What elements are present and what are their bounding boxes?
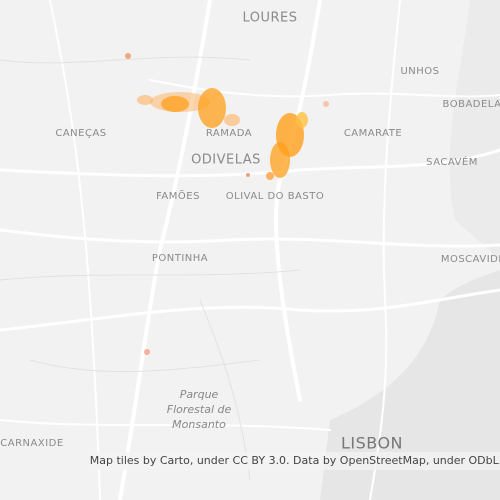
place-label: SACAVÉM	[426, 155, 478, 168]
place-label: OLIVAL DO BASTO	[226, 191, 324, 202]
attribution[interactable]: Map tiles by Carto, under CC BY 3.0. Dat…	[90, 454, 500, 467]
park-label: Monsanto	[172, 418, 226, 431]
place-label: CANEÇAS	[55, 128, 106, 139]
place-label: FAMÕES	[156, 189, 200, 202]
park-label: Parque	[180, 388, 219, 401]
park-label: Florestal de	[167, 403, 232, 416]
attribution-background	[90, 452, 500, 470]
place-label: BOBADELA	[443, 99, 500, 110]
place-label: CAMARATE	[344, 128, 402, 139]
place-label: ODIVELAS	[191, 153, 261, 168]
place-label: RAMADA	[206, 128, 252, 139]
place-label: MOSCAVIDE	[441, 254, 500, 265]
place-label: PONTINHA	[152, 253, 208, 264]
place-label: LOURES	[242, 11, 297, 26]
place-label: CARNAXIDE	[0, 438, 63, 449]
heat-spots	[125, 53, 329, 355]
place-label: LISBON	[341, 434, 403, 453]
river-upper	[449, 0, 500, 260]
place-label: UNHOS	[400, 66, 439, 77]
river	[320, 270, 500, 500]
